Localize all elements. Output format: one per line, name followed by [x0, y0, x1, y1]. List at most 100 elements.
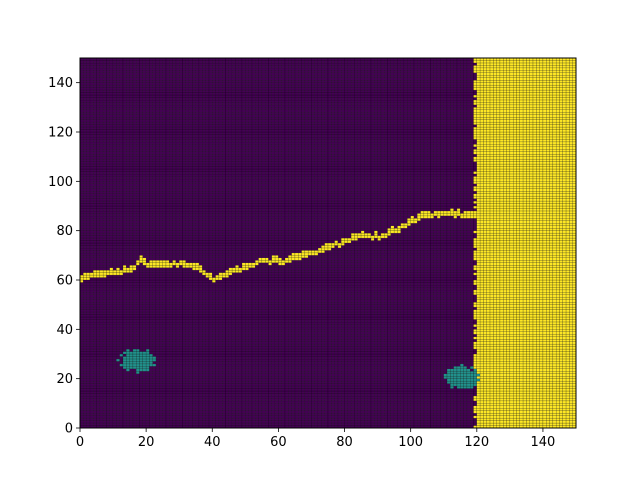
heatmap-cell: [496, 417, 501, 421]
heatmap-cell: [341, 368, 345, 372]
heatmap-cell: [179, 410, 183, 414]
heatmap-cell: [281, 413, 286, 416]
heatmap-cell: [400, 403, 405, 406]
heatmap-cell: [433, 383, 438, 387]
heatmap-cell: [410, 385, 415, 389]
heatmap-cell: [205, 408, 210, 411]
heatmap-cell: [529, 356, 534, 360]
heatmap-cell: [116, 366, 120, 369]
heatmap-cell: [390, 398, 395, 402]
heatmap-cell: [427, 348, 431, 352]
heatmap-cell: [393, 408, 398, 411]
heatmap-cell: [198, 417, 203, 421]
heatmap-cell: [546, 378, 550, 382]
heatmap-cell: [271, 348, 276, 352]
heatmap-cell: [136, 413, 140, 416]
heatmap-cell: [228, 385, 233, 389]
heatmap-cell: [403, 366, 408, 369]
heatmap-cell: [403, 390, 408, 394]
heatmap-cell: [185, 415, 190, 419]
heatmap-cell: [374, 356, 378, 360]
heatmap-cell: [205, 413, 210, 416]
heatmap-cell: [331, 383, 335, 387]
heatmap-cell: [291, 346, 296, 350]
heatmap-cell: [552, 413, 557, 416]
heatmap-cell: [251, 361, 256, 365]
heatmap-cell: [281, 376, 286, 379]
heatmap-cell: [417, 388, 421, 392]
heatmap-cell: [155, 380, 160, 384]
heatmap-cell: [450, 380, 454, 384]
heatmap-cell: [486, 408, 491, 411]
heatmap-cell: [179, 417, 183, 421]
heatmap-cell: [555, 422, 560, 426]
heatmap-cell: [512, 422, 517, 426]
heatmap-cell: [307, 348, 312, 352]
heatmap-cell: [503, 408, 507, 411]
heatmap-cell: [228, 346, 233, 350]
heatmap-cell: [509, 378, 514, 382]
heatmap-cell: [522, 420, 527, 424]
heatmap-cell: [539, 415, 544, 419]
heatmap-cell: [440, 390, 444, 394]
heatmap-cell: [440, 361, 444, 365]
heatmap-cell: [456, 348, 461, 352]
heatmap-cell: [96, 398, 101, 402]
heatmap-cell: [126, 408, 130, 411]
heatmap-cell: [311, 398, 315, 402]
heatmap-cell: [565, 353, 570, 357]
heatmap-cell: [463, 383, 468, 387]
heatmap-cell: [86, 398, 91, 402]
heatmap-cell: [423, 385, 428, 389]
heatmap-cell: [433, 410, 438, 414]
heatmap-cell: [542, 400, 547, 404]
heatmap-cell: [427, 398, 431, 402]
heatmap-cell: [536, 368, 540, 372]
heatmap-cell: [126, 398, 130, 402]
heatmap-cell: [483, 353, 487, 357]
heatmap-cell: [202, 351, 206, 355]
heatmap-cell: [337, 422, 342, 426]
heatmap-cell: [493, 368, 497, 372]
heatmap-cell: [493, 376, 497, 379]
heatmap-cell: [228, 395, 233, 399]
heatmap-cell: [126, 422, 130, 426]
heatmap-cell: [337, 417, 342, 421]
heatmap-cell: [192, 405, 196, 409]
heatmap-cell: [228, 405, 233, 409]
heatmap-cell: [188, 405, 193, 409]
heatmap-cell: [440, 417, 444, 421]
heatmap-cell: [231, 390, 236, 394]
heatmap-cell: [466, 371, 471, 374]
heatmap-cell: [255, 373, 259, 377]
heatmap-cell: [112, 390, 117, 394]
heatmap-cell: [503, 351, 507, 355]
heatmap-cell: [251, 383, 256, 387]
heatmap-cell: [387, 410, 392, 414]
heatmap-cell: [559, 373, 563, 377]
heatmap-cell: [407, 368, 411, 372]
heatmap-cell: [354, 358, 358, 362]
heatmap-cell: [142, 380, 147, 384]
heatmap-cell: [526, 403, 530, 406]
heatmap-cell: [546, 393, 550, 397]
heatmap-cell: [86, 390, 91, 394]
heatmap-cell: [169, 373, 173, 377]
heatmap-cell: [185, 380, 190, 384]
heatmap-cell: [245, 368, 249, 372]
heatmap-cell: [145, 410, 150, 414]
heatmap-cell: [119, 398, 124, 402]
heatmap-cell: [192, 373, 196, 377]
heatmap-cell: [357, 368, 362, 372]
heatmap-cell: [116, 343, 120, 347]
heatmap-cell: [476, 368, 481, 372]
heatmap-cell: [222, 361, 226, 365]
heatmap-cell: [102, 363, 107, 367]
heatmap-cell: [145, 358, 150, 362]
heatmap-cell: [175, 398, 180, 402]
heatmap-cell: [116, 363, 120, 367]
heatmap-cell: [324, 380, 329, 384]
heatmap-cell: [258, 403, 263, 406]
heatmap-cell: [142, 390, 147, 394]
heatmap-cell: [235, 415, 239, 419]
